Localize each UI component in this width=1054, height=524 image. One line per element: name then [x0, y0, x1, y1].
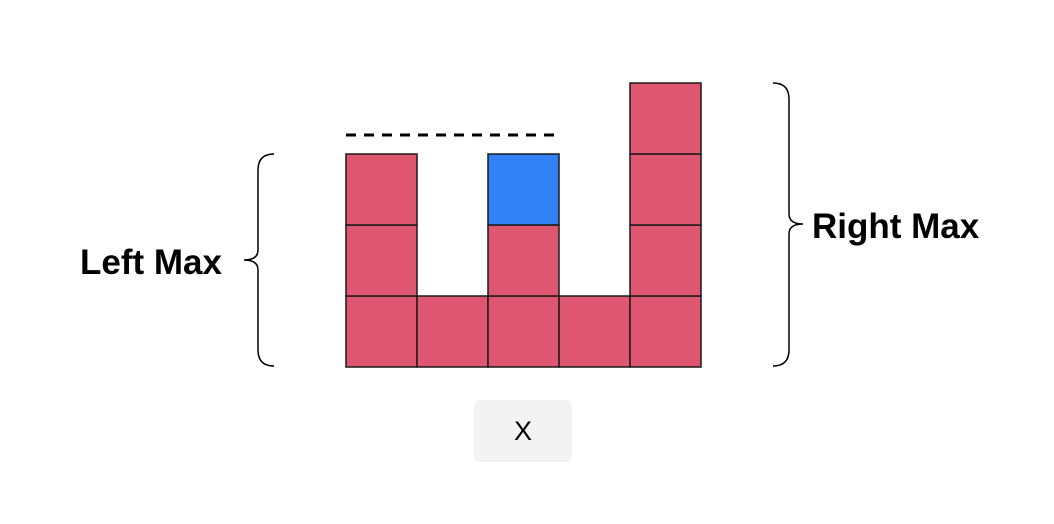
left-brace [243, 153, 275, 367]
bar-cell [558, 295, 631, 368]
bar-cell [487, 295, 560, 368]
x-button[interactable]: X [474, 400, 572, 462]
block-cells [345, 82, 702, 368]
bar-cell [345, 153, 418, 226]
right-max-label: Right Max [812, 207, 980, 246]
bar-cell [629, 82, 702, 155]
water-cell [487, 153, 560, 226]
bar-cell [629, 153, 702, 226]
bar-cell [345, 295, 418, 368]
left-max-label: Left Max [80, 243, 222, 282]
bar-cell [629, 295, 702, 368]
bar-cell [487, 224, 560, 297]
bar-cell [416, 295, 489, 368]
bar-cell [629, 224, 702, 297]
right-brace [772, 82, 804, 367]
bar-cell [345, 224, 418, 297]
